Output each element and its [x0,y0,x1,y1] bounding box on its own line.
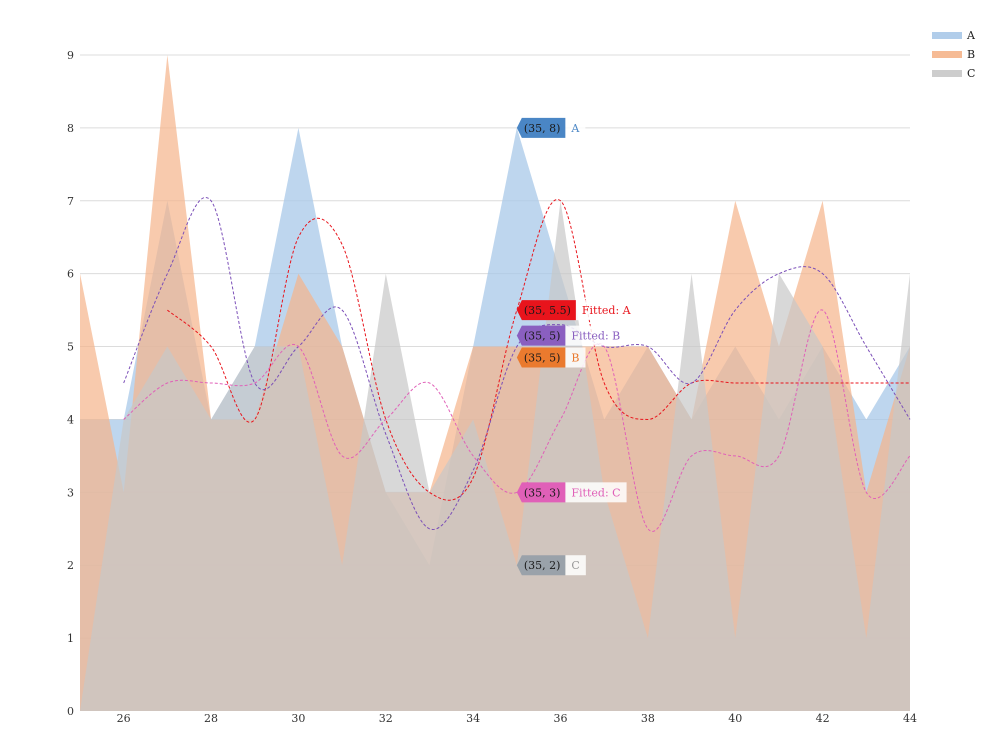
line-fitted-c [123,309,911,532]
legend-label: B [967,48,975,61]
y-tick-label: 8 [67,122,74,135]
tooltip-coord: (35, 5) [524,351,561,364]
tooltip-label-bg [565,117,586,138]
tooltip-pointer [516,482,566,503]
line-fitted-a [167,198,910,501]
tooltip-label: B [571,351,579,364]
legend-swatch [932,70,962,77]
tooltip-coord: (35, 5) [524,330,561,343]
y-tick-label: 0 [67,705,74,718]
legend-item-b[interactable]: B [932,48,975,61]
tooltips: (35, 8) A (35, 5.5) Fitted: A (35, 5) Fitted:… [516,117,637,576]
tooltip-fitted-a: (35, 5.5) Fitted: A [516,300,637,321]
legend[interactable]: ABC [932,29,976,80]
area-c [80,200,910,711]
tooltip-label: C [571,559,579,572]
y-tick-label: 5 [67,341,74,354]
tooltip-label: Fitted: C [571,486,620,499]
y-tick-label: 9 [67,49,74,62]
fitted-lines [123,197,911,532]
line-fitted-b [123,197,911,530]
tooltip-pointer [516,117,566,138]
y-tick-label: 2 [67,559,74,572]
y-tick-label: 1 [67,632,74,645]
legend-item-c[interactable]: C [932,67,975,80]
tooltip-label: Fitted: B [571,330,620,343]
x-tick-label: 34 [466,712,480,725]
tooltip-pointer [516,347,566,368]
tooltip-coord: (35, 8) [524,122,561,135]
tooltip-label-bg [565,555,586,576]
x-tick-label: 28 [204,712,218,725]
x-tick-label: 38 [641,712,655,725]
legend-swatch [932,32,962,39]
y-tick-label: 7 [67,195,74,208]
tooltip-fitted-c: (35, 3) Fitted: C [516,482,627,503]
tooltip-label-bg [575,300,637,321]
x-tick-label: 44 [903,712,917,725]
tooltip-coord: (35, 3) [524,486,561,499]
x-tick-label: 26 [117,712,131,725]
y-tick-label: 6 [67,268,74,281]
tooltip-coord: (35, 2) [524,559,561,572]
legend-label: A [966,29,976,42]
x-tick-label: 30 [291,712,305,725]
legend-item-a[interactable]: A [932,29,976,42]
tooltip-a: (35, 8) A [516,117,586,138]
tooltip-c: (35, 2) C [516,555,586,576]
x-tick-label: 36 [554,712,568,725]
area-series [80,55,910,711]
x-tick-label: 32 [379,712,393,725]
tooltip-label-bg [565,482,627,503]
tooltip-label: Fitted: A [582,304,632,317]
x-tick-label: 42 [816,712,830,725]
legend-swatch [932,51,962,58]
tooltip-coord: (35, 5.5) [524,304,571,317]
y-tick-label: 4 [67,413,74,426]
y-tick-label: 3 [67,486,74,499]
tooltip-pointer [516,555,566,576]
tooltip-label-bg [565,325,627,346]
legend-label: C [967,67,975,80]
tooltip-b: (35, 5) B [516,347,586,368]
x-tick-label: 40 [728,712,742,725]
tooltip-pointer [516,325,566,346]
tooltip-pointer [516,300,576,321]
tooltip-fitted-b: (35, 5) Fitted: B [516,325,627,346]
tooltip-label: A [570,122,580,135]
tooltip-label-bg [565,347,586,368]
